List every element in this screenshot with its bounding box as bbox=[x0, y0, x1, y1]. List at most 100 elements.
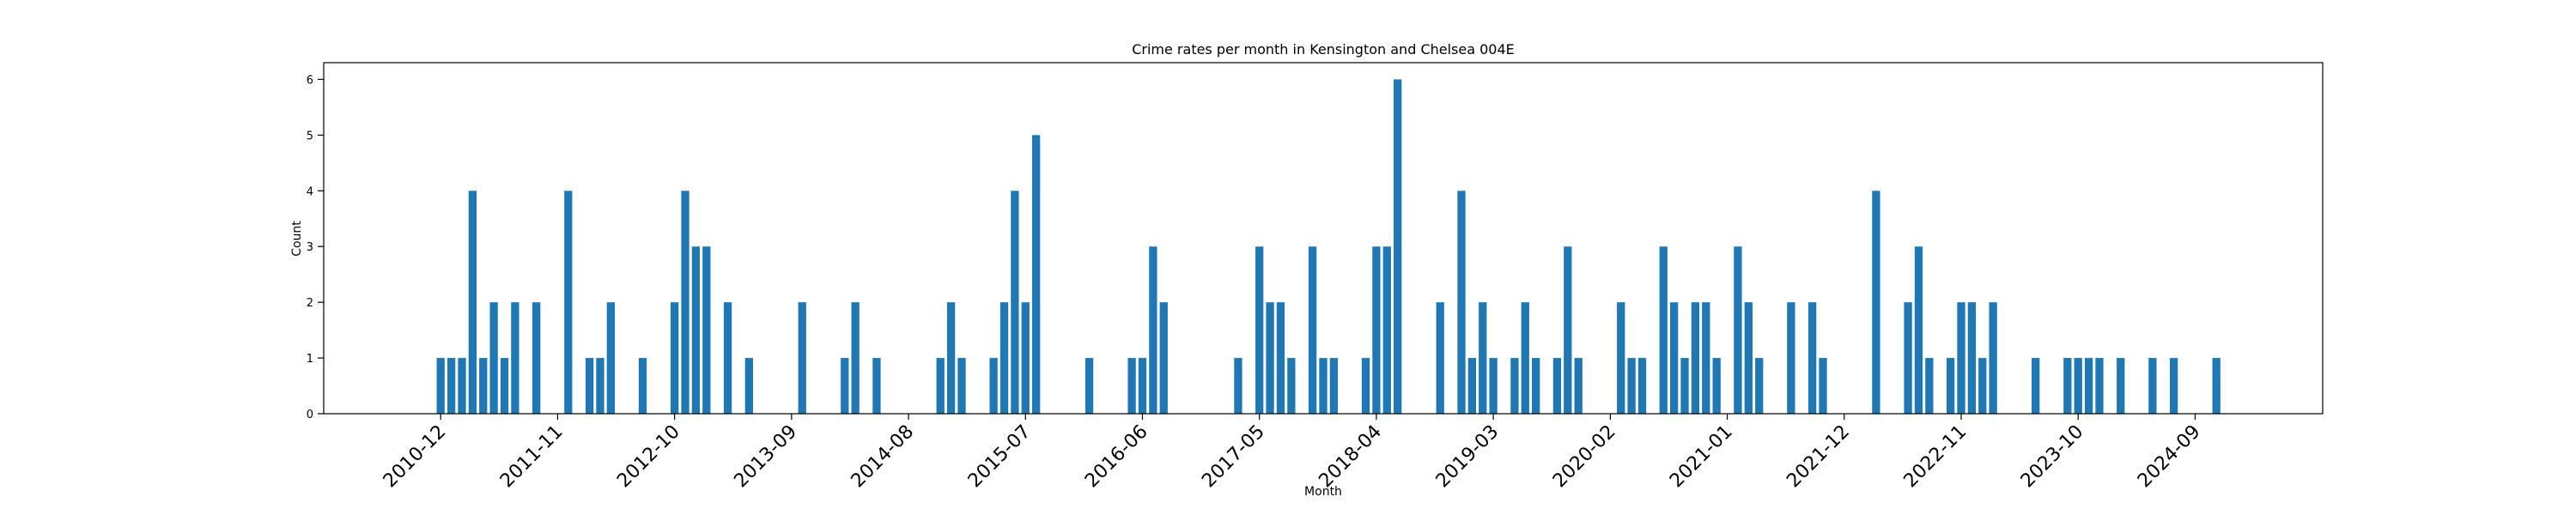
x-tick-label-2023-10: 2023-10 bbox=[2017, 421, 2088, 493]
y-tick-label-0: 0 bbox=[307, 409, 313, 421]
bar-2017-06 bbox=[1266, 302, 1274, 414]
bar-2010-12 bbox=[436, 358, 445, 414]
bar-2015-07 bbox=[1021, 302, 1030, 414]
bar-2014-11 bbox=[936, 358, 945, 414]
bar-2011-07 bbox=[511, 302, 519, 414]
bar-2021-07 bbox=[1787, 302, 1795, 414]
bar-2018-03 bbox=[1361, 358, 1370, 414]
x-tick-label-2018-04: 2018-04 bbox=[1315, 421, 1386, 493]
bar-2019-05 bbox=[1510, 358, 1519, 414]
bar-2011-12 bbox=[564, 191, 573, 414]
x-tick-label-2020-02: 2020-02 bbox=[1549, 421, 1620, 493]
bar-2011-04 bbox=[479, 358, 488, 414]
bar-2023-09 bbox=[2063, 358, 2072, 414]
bar-2018-05 bbox=[1382, 246, 1391, 414]
bar-2023-06 bbox=[2032, 358, 2040, 414]
bar-2019-03 bbox=[1489, 358, 1498, 414]
bar-2019-07 bbox=[1532, 358, 1540, 414]
y-tick-label-1: 1 bbox=[307, 353, 313, 366]
bar-2012-11 bbox=[681, 191, 690, 414]
bar-2022-06 bbox=[1904, 302, 1912, 414]
bar-2012-10 bbox=[670, 302, 679, 414]
bar-2023-10 bbox=[2074, 358, 2082, 414]
bar-2017-11 bbox=[1319, 358, 1327, 414]
bar-2023-11 bbox=[2084, 358, 2093, 414]
bar-2014-05 bbox=[872, 358, 881, 414]
y-tick-label-5: 5 bbox=[307, 130, 313, 142]
bar-2011-05 bbox=[489, 302, 498, 414]
bar-2011-09 bbox=[532, 302, 541, 414]
bar-2024-05 bbox=[2148, 358, 2157, 414]
x-tick-label-2024-09: 2024-09 bbox=[2134, 421, 2205, 493]
bar-2011-06 bbox=[500, 358, 509, 414]
bar-2020-12 bbox=[1712, 358, 1721, 414]
bar-2016-01 bbox=[1084, 358, 1094, 414]
bar-2020-05 bbox=[1637, 358, 1647, 414]
bar-2019-10 bbox=[1564, 246, 1572, 414]
bar-2024-07 bbox=[2169, 358, 2178, 414]
x-tick-label-2014-08: 2014-08 bbox=[848, 421, 919, 493]
bar-2013-05 bbox=[744, 358, 753, 414]
bar-2018-04 bbox=[1372, 246, 1381, 414]
bar-2015-05 bbox=[999, 302, 1009, 414]
x-tick-label-2022-11: 2022-11 bbox=[1900, 421, 1971, 493]
bar-2020-11 bbox=[1702, 302, 1710, 414]
bar-2015-08 bbox=[1032, 135, 1041, 414]
bar-2015-04 bbox=[989, 358, 998, 414]
bar-2013-01 bbox=[702, 246, 711, 414]
bar-2018-06 bbox=[1394, 79, 1402, 414]
bar-2022-11 bbox=[1957, 302, 1965, 414]
bar-2012-04 bbox=[606, 302, 615, 414]
bar-2021-10 bbox=[1819, 358, 1827, 414]
x-tick-label-2011-11: 2011-11 bbox=[496, 421, 568, 493]
x-tick-label-2017-05: 2017-05 bbox=[1198, 421, 1269, 493]
x-tick-label-2013-09: 2013-09 bbox=[730, 421, 801, 493]
bar-2022-03 bbox=[1872, 191, 1880, 414]
bar-2020-03 bbox=[1617, 302, 1625, 414]
bar-2017-10 bbox=[1308, 246, 1317, 414]
bar-2023-01 bbox=[1978, 358, 1987, 414]
y-tick-label-4: 4 bbox=[307, 185, 313, 198]
bar-2012-12 bbox=[691, 246, 701, 414]
bar-2020-04 bbox=[1627, 358, 1636, 414]
bar-2014-12 bbox=[946, 302, 956, 414]
x-tick-label-2021-12: 2021-12 bbox=[1783, 421, 1854, 493]
bar-2013-10 bbox=[798, 302, 806, 414]
bar-2020-09 bbox=[1680, 358, 1689, 414]
y-axis-label: Count bbox=[290, 221, 304, 257]
bar-2017-07 bbox=[1276, 302, 1285, 414]
bar-2012-02 bbox=[585, 358, 594, 414]
y-tick-label-6: 6 bbox=[307, 74, 313, 87]
bar-2019-09 bbox=[1552, 358, 1562, 414]
x-tick-label-2015-07: 2015-07 bbox=[964, 421, 1036, 493]
bar-2024-11 bbox=[2212, 358, 2221, 414]
x-tick-label-2019-03: 2019-03 bbox=[1432, 421, 1504, 493]
x-axis-label: Month bbox=[1304, 485, 1342, 499]
y-tick-label-2: 2 bbox=[307, 297, 313, 310]
bar-2016-08 bbox=[1159, 302, 1168, 414]
bar-2020-07 bbox=[1659, 246, 1668, 414]
bar-2022-08 bbox=[1925, 358, 1934, 414]
x-axis: 2010-12 2011-11 2012-10 2013-09 2014-08 2015-… bbox=[380, 414, 2205, 492]
bar-2019-11 bbox=[1574, 358, 1583, 414]
x-tick-label-2012-10: 2012-10 bbox=[613, 421, 684, 493]
bar-2021-04 bbox=[1755, 358, 1764, 414]
x-tick-label-2021-01: 2021-01 bbox=[1666, 421, 1737, 493]
bar-2020-08 bbox=[1669, 302, 1679, 414]
bar-2024-02 bbox=[2117, 358, 2125, 414]
bar-2021-02 bbox=[1734, 246, 1742, 414]
plot-frame bbox=[323, 62, 2324, 415]
bar-2017-12 bbox=[1329, 358, 1339, 414]
chart-title: Crime rates per month in Kensington and … bbox=[1132, 41, 1515, 58]
bars-layer bbox=[436, 79, 2221, 414]
y-axis: 0 1 2 3 4 5 6 bbox=[307, 74, 324, 421]
bar-2021-03 bbox=[1744, 302, 1753, 414]
bar-2016-06 bbox=[1138, 358, 1147, 414]
bar-2022-07 bbox=[1914, 246, 1923, 414]
bar-2016-05 bbox=[1127, 358, 1136, 414]
bar-2014-03 bbox=[851, 302, 860, 414]
bar-2023-12 bbox=[2095, 358, 2104, 414]
bar-2019-02 bbox=[1479, 302, 1487, 414]
